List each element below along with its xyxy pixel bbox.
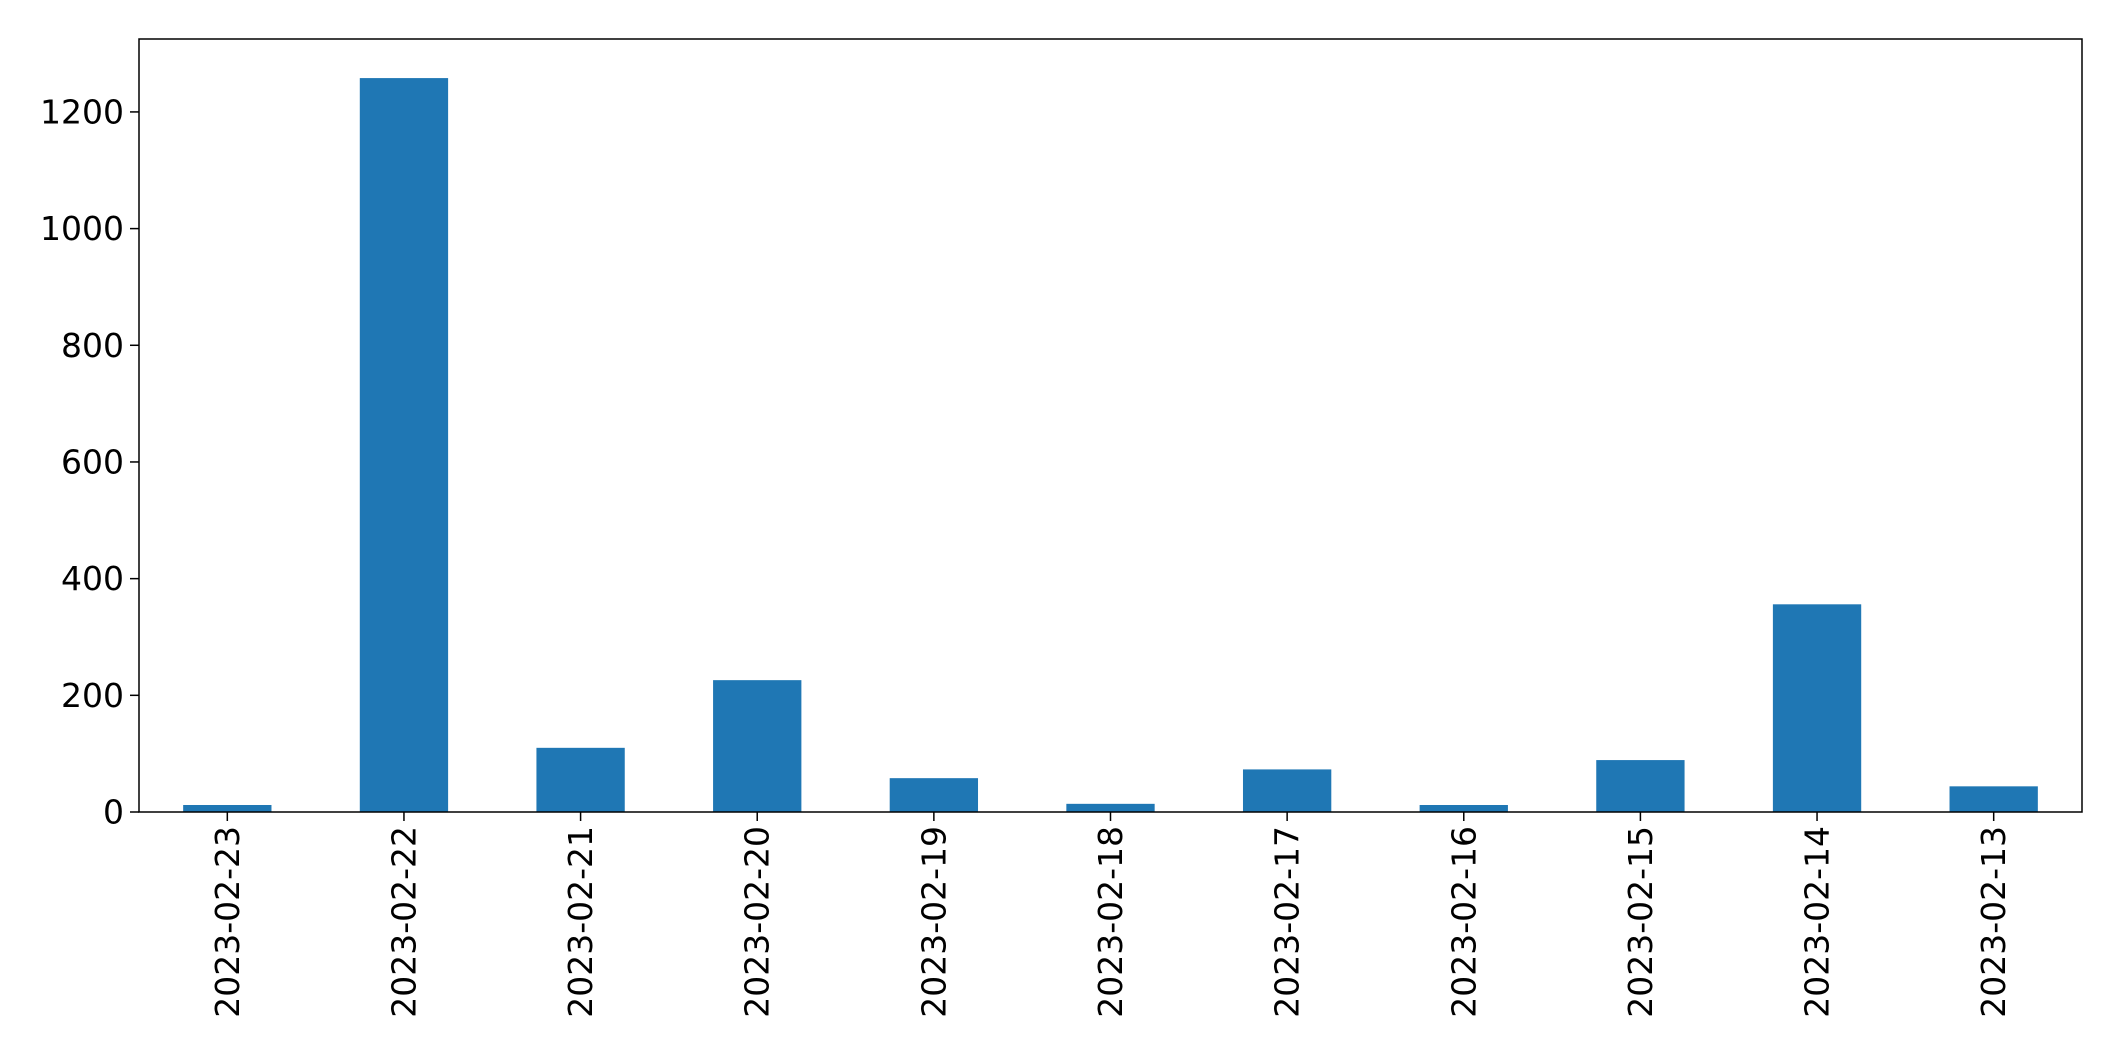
x-tick-label: 2023-02-14 <box>1798 826 1837 1018</box>
x-axis-ticks: 2023-02-23 2023-02-22 2023-02-21 2023-02-20… <box>208 812 2013 1018</box>
y-tick-label: 1200 <box>40 92 124 131</box>
bar-2023-02-19 <box>889 778 979 812</box>
plot-frame <box>138 38 2083 813</box>
x-tick-label: 2023-02-19 <box>914 826 953 1018</box>
bar-2023-02-16 <box>1419 804 1508 812</box>
y-axis-ticks: 0 200 400 600 800 1000 1200 <box>40 92 139 832</box>
bar-2023-02-22 <box>359 78 449 813</box>
y-tick-label: 200 <box>61 676 124 715</box>
bar-2023-02-13 <box>1949 786 2038 812</box>
bar-2023-02-14 <box>1772 604 1862 812</box>
bar-2023-02-15 <box>1596 760 1685 812</box>
x-tick-label: 2023-02-22 <box>384 826 423 1018</box>
x-tick-label: 2023-02-15 <box>1621 826 1660 1018</box>
y-tick-label: 0 <box>103 793 124 832</box>
y-tick-label: 800 <box>61 326 124 365</box>
x-tick-label: 2023-02-23 <box>208 826 247 1018</box>
x-tick-label: 2023-02-21 <box>561 826 600 1018</box>
bars-group <box>183 78 2038 813</box>
y-tick-label: 1000 <box>40 209 124 248</box>
bar-2023-02-20 <box>713 680 802 812</box>
x-tick-label: 2023-02-13 <box>1974 826 2013 1018</box>
x-tick-label: 2023-02-17 <box>1268 826 1307 1018</box>
bar-2023-02-21 <box>536 747 625 812</box>
x-tick-label: 2023-02-18 <box>1091 826 1130 1018</box>
y-tick-label: 400 <box>61 559 124 598</box>
bar-2023-02-23 <box>183 804 272 812</box>
x-tick-label: 2023-02-16 <box>1444 826 1483 1018</box>
bar-2023-02-17 <box>1242 769 1332 812</box>
y-tick-label: 600 <box>61 442 124 481</box>
x-tick-label: 2023-02-20 <box>738 826 777 1018</box>
bar-2023-02-18 <box>1066 803 1155 812</box>
